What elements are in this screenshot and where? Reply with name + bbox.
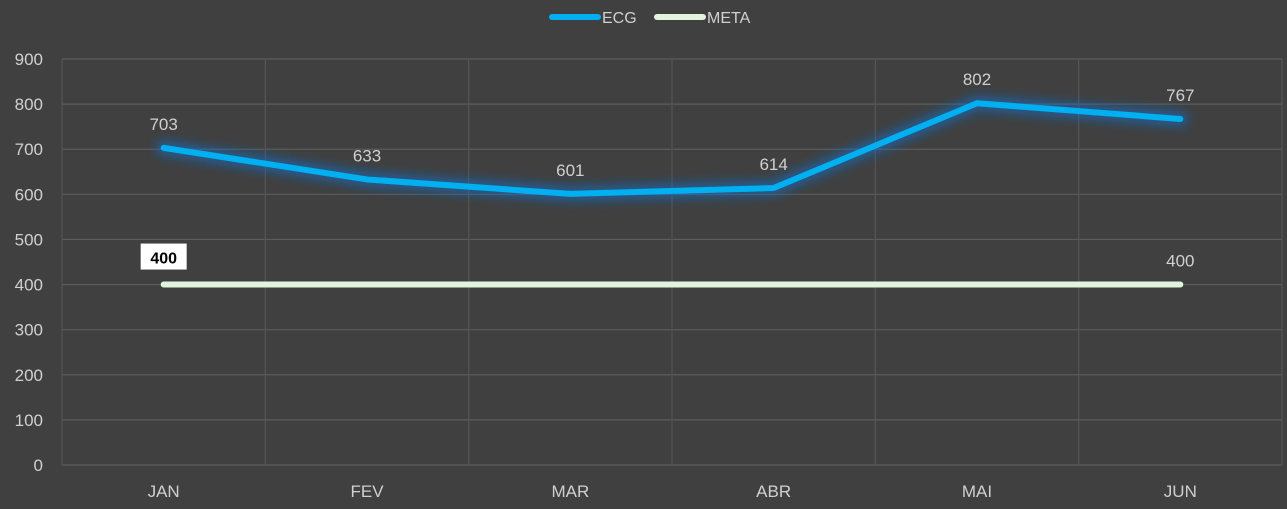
- legend-label: META: [707, 10, 751, 27]
- x-tick-label: MAI: [962, 482, 992, 501]
- series-line-ecg: [160, 100, 1184, 197]
- gridlines: [61, 58, 1283, 466]
- series-lines: [154, 95, 1190, 294]
- data-label: 400: [150, 251, 177, 268]
- x-tick-label: MAR: [551, 482, 589, 501]
- x-tick-label: JUN: [1164, 482, 1197, 501]
- x-tick-label: JAN: [148, 482, 180, 501]
- data-label: 601: [556, 161, 584, 180]
- data-label: 614: [759, 155, 787, 174]
- legend: ECG META: [549, 10, 751, 27]
- y-tick-label: 400: [15, 276, 43, 295]
- y-tick-label: 300: [15, 321, 43, 340]
- y-tick-label: 800: [15, 95, 43, 114]
- y-tick-label: 600: [15, 185, 43, 204]
- y-tick-label: 200: [15, 366, 43, 385]
- y-tick-label: 900: [15, 50, 43, 69]
- y-tick-label: 500: [15, 230, 43, 249]
- legend-label: ECG: [602, 10, 637, 27]
- data-label: 633: [353, 146, 381, 165]
- x-tick-label: FEV: [350, 482, 384, 501]
- data-labels: 703 633 601 614 802 767 400 400: [140, 70, 1195, 271]
- y-tick-label: 700: [15, 140, 43, 159]
- x-axis-ticks: JAN FEV MAR ABR MAI JUN: [148, 482, 1197, 501]
- data-label: 400: [1166, 252, 1194, 271]
- data-label-box: [140, 243, 187, 270]
- data-label: 703: [149, 115, 177, 134]
- y-tick-label: 0: [34, 456, 43, 475]
- y-axis-ticks: 0 100 200 300 400 500 600 700 800 900: [15, 50, 43, 475]
- y-tick-label: 100: [15, 411, 43, 430]
- data-label: 767: [1166, 86, 1194, 105]
- x-tick-label: ABR: [756, 482, 791, 501]
- data-label: 802: [963, 70, 991, 89]
